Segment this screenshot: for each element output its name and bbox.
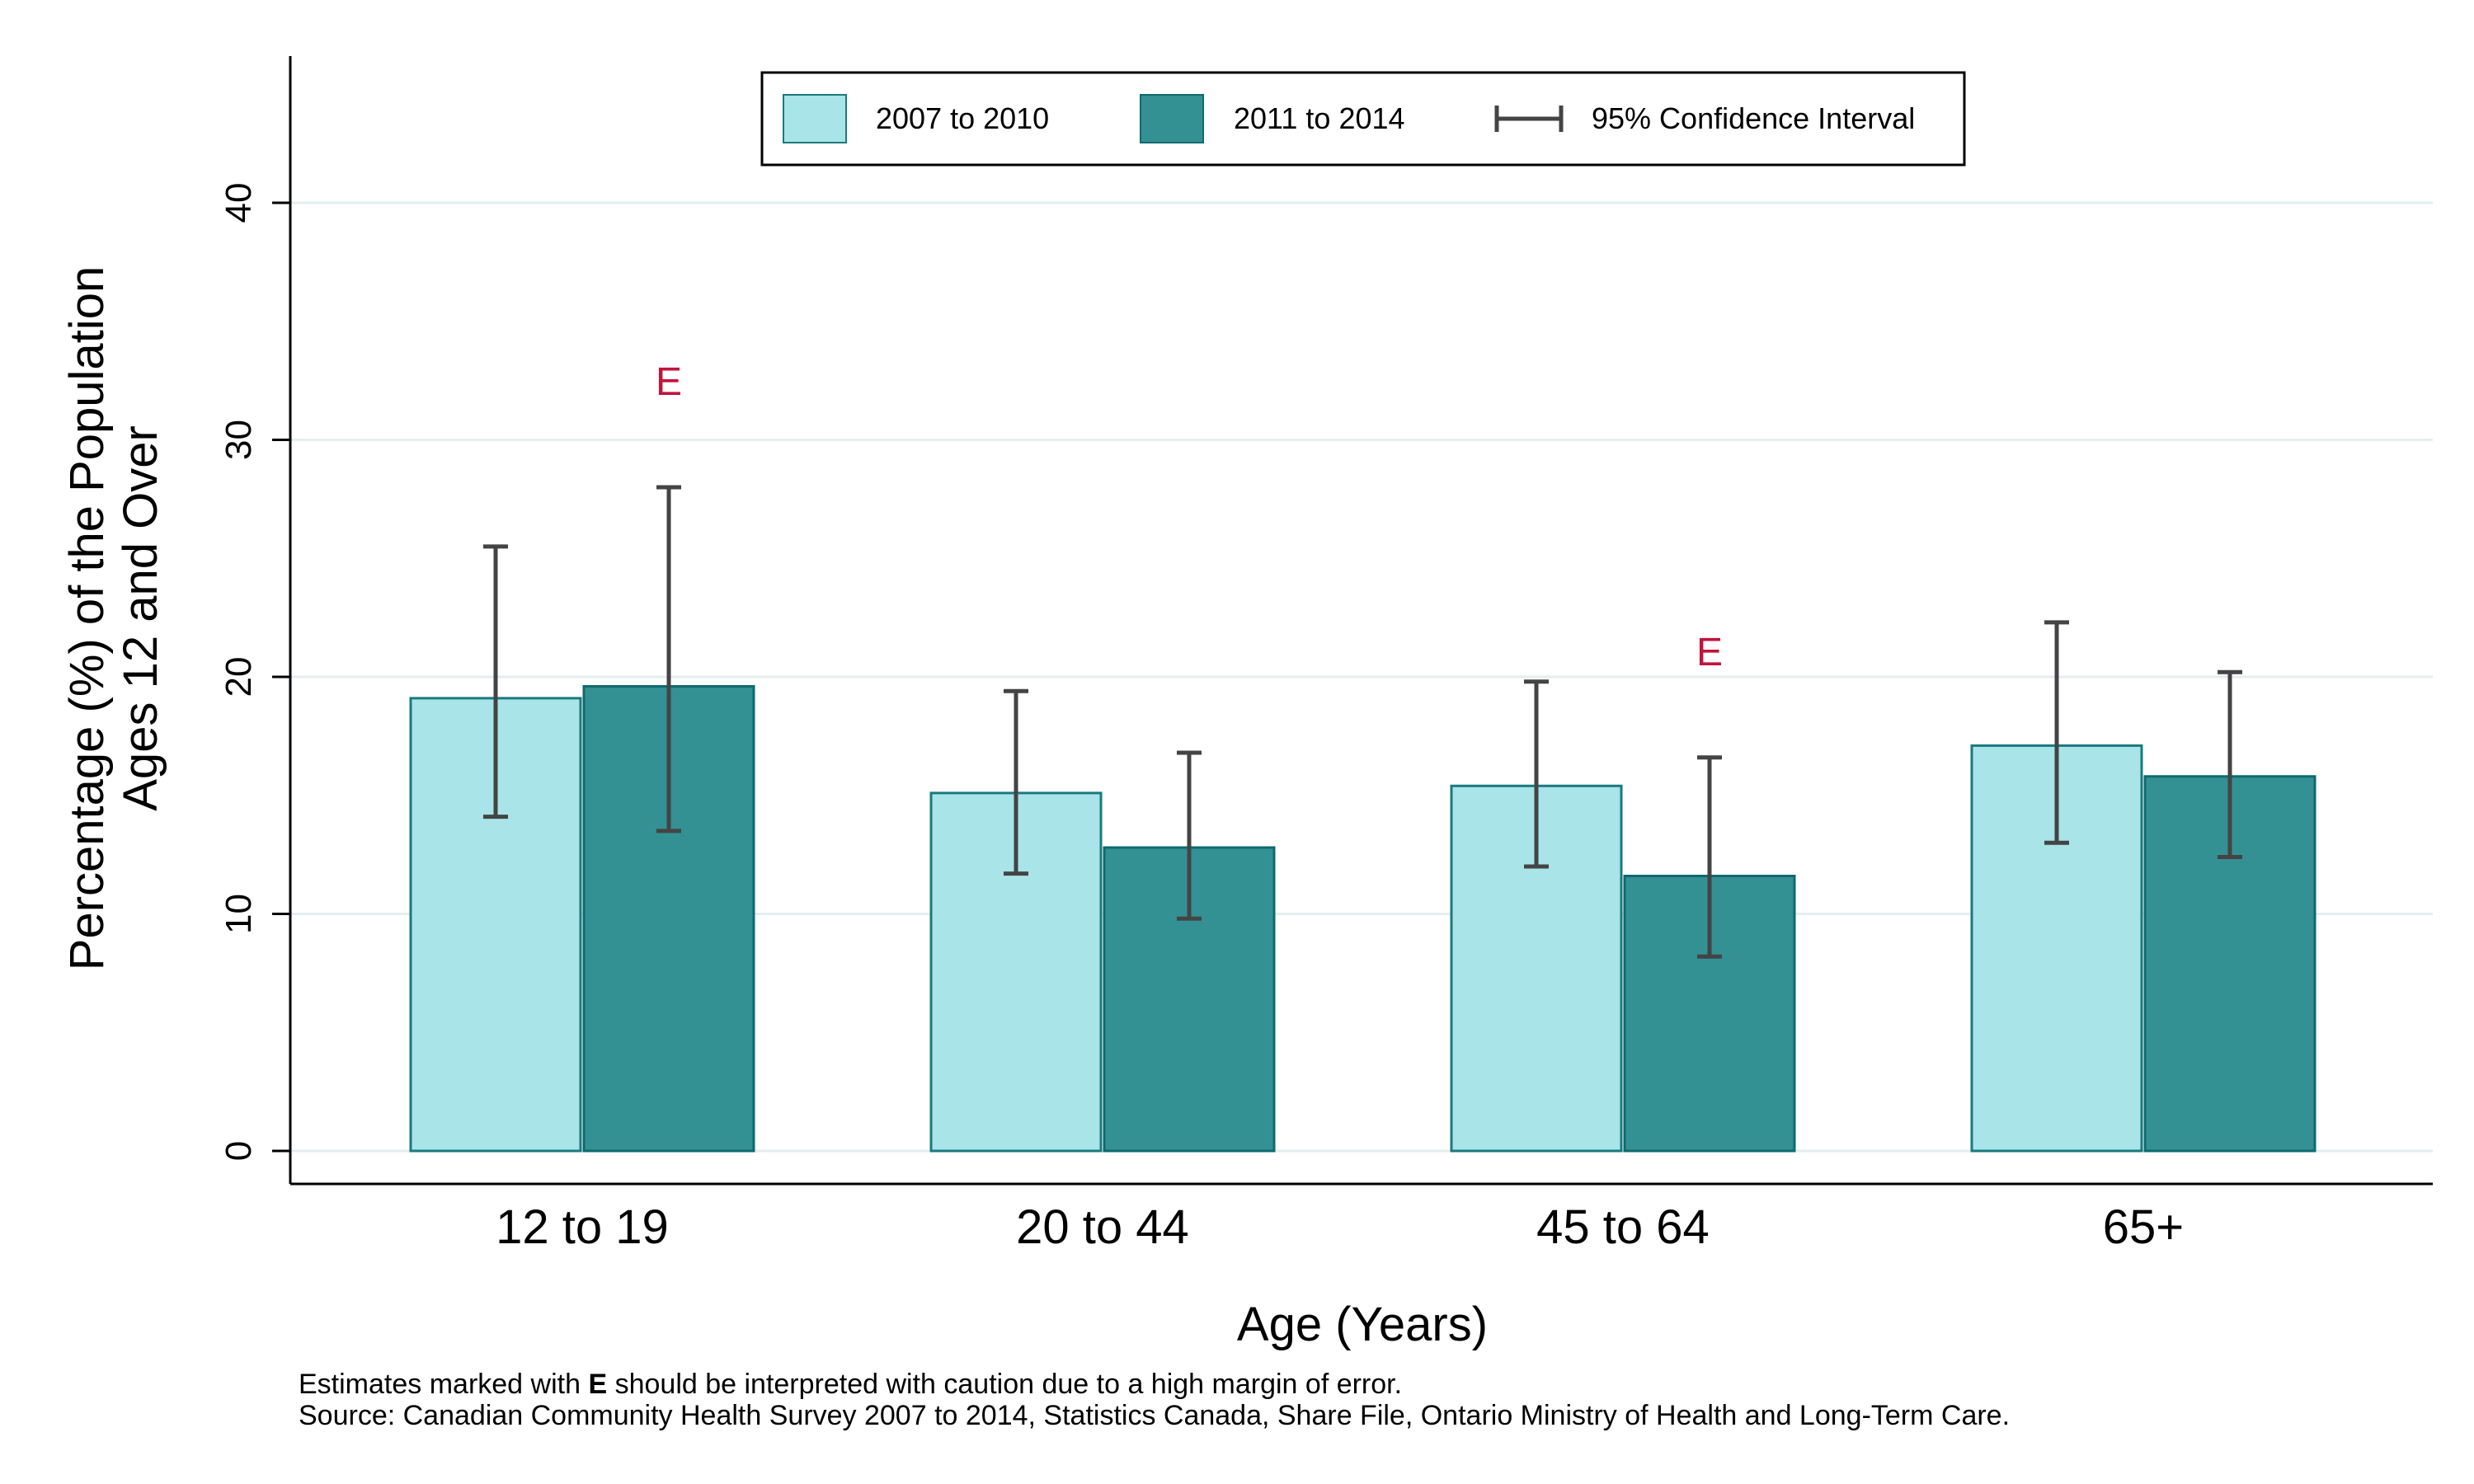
error-bar xyxy=(1697,755,1722,959)
footnote-flag: E xyxy=(588,1369,607,1400)
error-bar xyxy=(656,485,681,834)
estimate-flag: E xyxy=(1696,631,1723,674)
footnote-source: Source: Canadian Community Health Survey… xyxy=(299,1400,2010,1431)
x-axis-title: Age (Years) xyxy=(1237,1298,1488,1351)
legend-box xyxy=(760,71,1966,167)
y-tick-label: 30 xyxy=(219,420,259,460)
y-ticks: 0 10 20 30 40 xyxy=(219,183,290,1161)
y-tick-label: 40 xyxy=(219,183,259,223)
legend-swatch-2007-2010 xyxy=(783,94,847,143)
error-bar xyxy=(1177,750,1202,921)
category-label: 20 to 44 xyxy=(1016,1200,1189,1254)
y-tick-label: 0 xyxy=(219,1141,259,1161)
error-bar xyxy=(1004,688,1028,876)
estimate-flags: EE xyxy=(656,360,1723,674)
legend-ci-icon xyxy=(1494,106,1564,132)
category-label: 65+ xyxy=(2103,1200,2184,1254)
y-tick-label: 10 xyxy=(219,894,259,934)
legend-label-2011-2014: 2011 to 2014 xyxy=(1234,101,1405,135)
footnote-suffix: should be interpreted with caution due t… xyxy=(607,1369,1402,1400)
error-bar xyxy=(1524,679,1549,869)
category-label: 12 to 19 xyxy=(496,1200,669,1254)
error-bar xyxy=(483,544,508,819)
error-bar xyxy=(2218,669,2242,859)
bars xyxy=(409,685,2316,1153)
category-label: 45 to 64 xyxy=(1536,1200,1710,1254)
legend-label-ci: 95% Confidence Interval xyxy=(1592,101,1915,135)
y-axis-title-line1: Percentage (%) of the Population xyxy=(60,266,114,970)
error-bar xyxy=(2044,620,2069,845)
category-labels: 12 to 19 20 to 44 45 to 64 65+ xyxy=(496,1200,2184,1254)
bar xyxy=(582,685,755,1153)
footnote-prefix: Estimates marked with xyxy=(299,1369,588,1400)
y-tick-label: 20 xyxy=(219,657,259,697)
y-axis-title-line2: Ages 12 and Over xyxy=(114,425,167,811)
legend: 2007 to 2010 2011 to 2014 95% Confidence… xyxy=(760,71,1966,167)
estimate-flag: E xyxy=(656,360,682,404)
error-bars xyxy=(483,485,2242,959)
footnote-line1: Estimates marked with E should be interp… xyxy=(299,1369,1402,1400)
legend-label-2007-2010: 2007 to 2010 xyxy=(876,101,1049,135)
legend-swatch-2011-2014 xyxy=(1140,94,1204,143)
